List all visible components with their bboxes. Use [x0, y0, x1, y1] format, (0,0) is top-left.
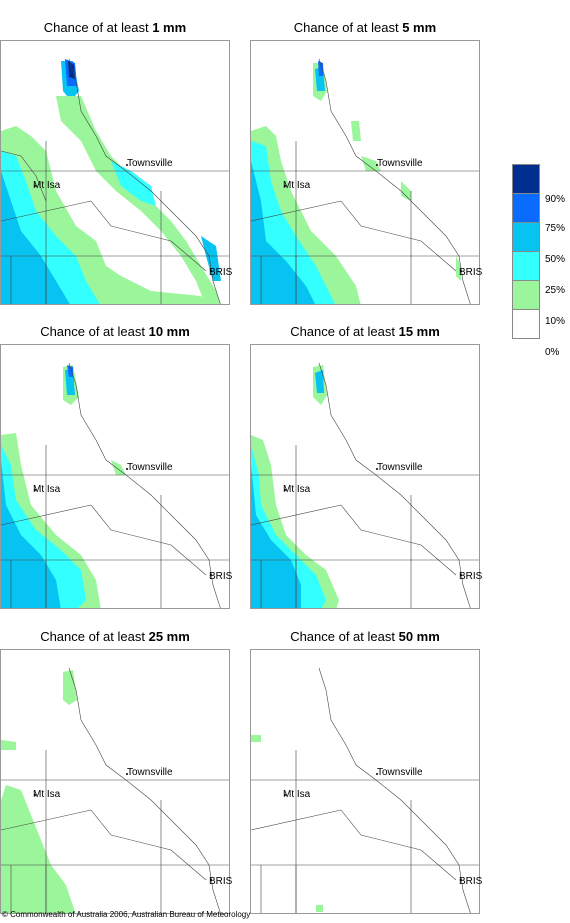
legend-swatch-75: [512, 193, 540, 223]
label-bris-4: BRIS: [459, 571, 483, 582]
map-25mm: [0, 649, 230, 914]
legend: [512, 164, 540, 339]
label-mtisa-2: Mt Isa: [283, 180, 311, 191]
label-bris-3: BRIS: [209, 571, 233, 582]
label-townsville-2: Townsville: [377, 158, 423, 169]
panel-title-1mm: Chance of at least 1 mm: [43, 20, 187, 35]
legend-swatch-10: [512, 280, 540, 310]
panel-title-10mm: Chance of at least 10 mm: [40, 324, 190, 339]
map-5mm: [250, 40, 480, 305]
label-mtisa-6: Mt Isa: [283, 789, 311, 800]
label-bris-1: BRIS: [209, 267, 233, 278]
legend-swatch-50: [512, 222, 540, 252]
legend-label-90: 90%: [545, 194, 566, 205]
legend-swatch-25: [512, 251, 540, 281]
map-1mm: [0, 40, 230, 305]
panel-title-5mm: Chance of at least 5 mm: [293, 20, 437, 35]
map-15mm: [250, 344, 480, 609]
legend-label-50: 50%: [545, 254, 566, 265]
legend-label-25: 25%: [545, 285, 566, 296]
label-mtisa-1: Mt Isa: [33, 180, 61, 191]
panel-title-25mm: Chance of at least 25 mm: [40, 629, 190, 644]
legend-swatch-0: [512, 309, 540, 339]
label-townsville-4: Townsville: [377, 462, 423, 473]
label-mtisa-5: Mt Isa: [33, 789, 61, 800]
panel-title-15mm: Chance of at least 15 mm: [290, 324, 440, 339]
label-bris-2: BRIS: [459, 267, 483, 278]
legend-label-10: 10%: [545, 316, 566, 327]
map-10mm: [0, 344, 230, 609]
label-bris-6: BRIS: [459, 876, 483, 887]
label-townsville-1: Townsville: [127, 158, 173, 169]
label-bris-5: BRIS: [209, 876, 233, 887]
map-50mm: [250, 649, 480, 914]
label-mtisa-4: Mt Isa: [283, 484, 311, 495]
legend-label-0: 0%: [545, 347, 560, 358]
label-townsville-3: Townsville: [127, 462, 173, 473]
label-townsville-5: Townsville: [127, 767, 173, 778]
legend-swatch-90: [512, 164, 540, 194]
copyright-footer: © Commonwealth of Australia 2006, Austra…: [2, 910, 251, 919]
label-townsville-6: Townsville: [377, 767, 423, 778]
legend-label-75: 75%: [545, 223, 566, 234]
panel-title-50mm: Chance of at least 50 mm: [290, 629, 440, 644]
label-mtisa-3: Mt Isa: [33, 484, 61, 495]
